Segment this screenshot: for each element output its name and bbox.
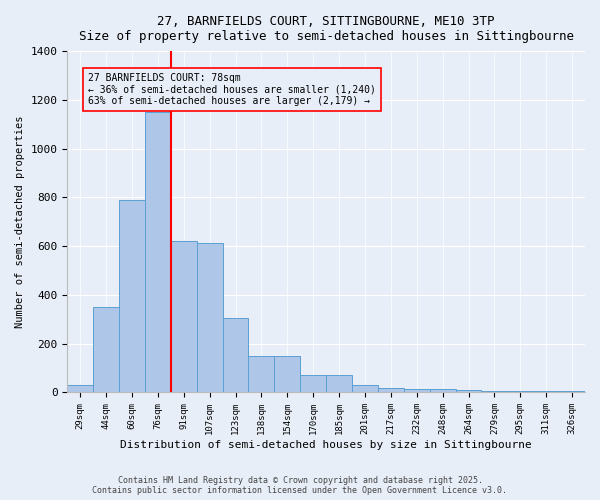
Text: Contains HM Land Registry data © Crown copyright and database right 2025.
Contai: Contains HM Land Registry data © Crown c… bbox=[92, 476, 508, 495]
Bar bbox=[67, 385, 93, 392]
Bar bbox=[404, 389, 430, 392]
Bar bbox=[326, 376, 352, 392]
Bar bbox=[93, 307, 119, 392]
Bar bbox=[430, 389, 455, 392]
Bar bbox=[171, 242, 197, 392]
Bar bbox=[119, 200, 145, 392]
Bar bbox=[145, 112, 171, 392]
X-axis label: Distribution of semi-detached houses by size in Sittingbourne: Distribution of semi-detached houses by … bbox=[120, 440, 532, 450]
Text: 27 BARNFIELDS COURT: 78sqm
← 36% of semi-detached houses are smaller (1,240)
63%: 27 BARNFIELDS COURT: 78sqm ← 36% of semi… bbox=[88, 73, 376, 106]
Bar bbox=[455, 390, 481, 392]
Bar bbox=[378, 388, 404, 392]
Bar bbox=[274, 356, 300, 393]
Bar bbox=[197, 242, 223, 392]
Bar bbox=[248, 356, 274, 393]
Bar bbox=[352, 385, 378, 392]
Title: 27, BARNFIELDS COURT, SITTINGBOURNE, ME10 3TP
Size of property relative to semi-: 27, BARNFIELDS COURT, SITTINGBOURNE, ME1… bbox=[79, 15, 574, 43]
Y-axis label: Number of semi-detached properties: Number of semi-detached properties bbox=[15, 116, 25, 328]
Bar bbox=[223, 318, 248, 392]
Bar bbox=[300, 376, 326, 392]
